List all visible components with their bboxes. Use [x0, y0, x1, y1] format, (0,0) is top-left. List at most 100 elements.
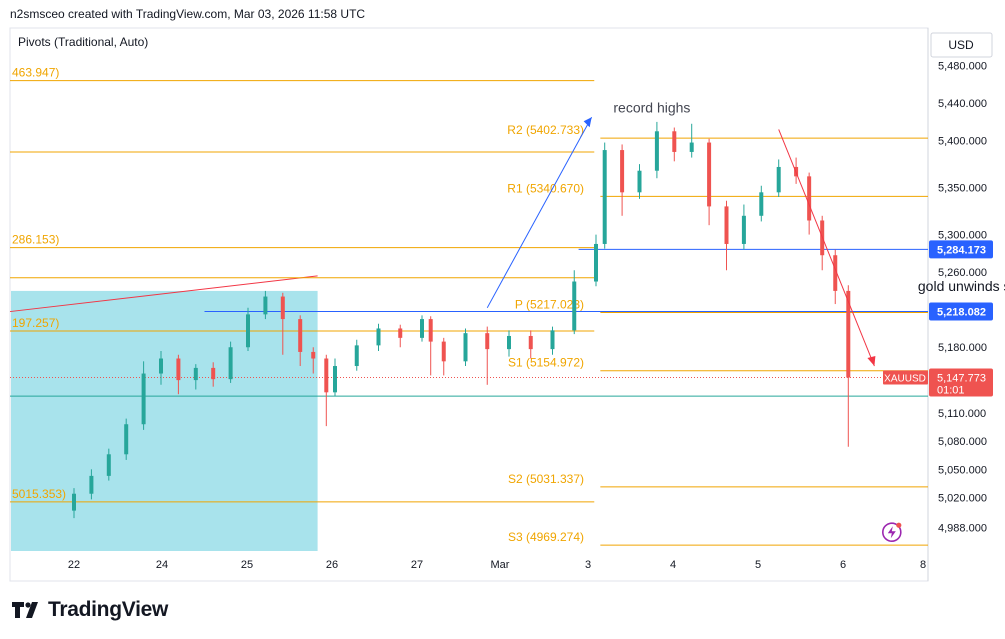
symbol-tag-bg [883, 370, 928, 385]
candle-body-5 [159, 358, 163, 374]
candle-body-30 [602, 150, 607, 244]
candle-body-8 [211, 367, 216, 380]
y-tick-10: 5,020.000 [938, 492, 987, 504]
candle-body-3 [124, 424, 129, 455]
down-arrow-head [867, 356, 876, 367]
annotation-record-highs: record highs [613, 100, 690, 116]
candle-body-26 [528, 335, 533, 350]
y-tick-1: 5,440.000 [938, 98, 987, 110]
x-tick-2: 25 [241, 559, 253, 571]
candle-body-38 [741, 215, 746, 244]
price-tag-0: 5,284.173 [937, 244, 986, 256]
symbol-tag: XAUUSD [884, 374, 926, 385]
prev-pivot-label-2: 286.153) [12, 233, 59, 247]
zone-top-edge [9, 275, 318, 313]
candle-body-4 [141, 373, 146, 425]
candle-body-22 [441, 341, 446, 362]
x-tick-6: 3 [585, 559, 591, 571]
candle-body-20 [420, 319, 424, 338]
last-price-tag-bg [929, 368, 993, 397]
candle-body-27 [550, 330, 555, 350]
candle-body-45 [846, 290, 851, 378]
x-tick-3: 26 [326, 559, 338, 571]
x-tick-10: 8 [920, 559, 926, 571]
candles [72, 121, 851, 519]
candle-body-36 [707, 142, 712, 207]
y-tick-0: 5,480.000 [938, 61, 987, 73]
candle-body-0 [72, 493, 76, 511]
candle-body-6 [176, 358, 181, 381]
prev-pivot-label-4: 197.257) [12, 316, 59, 330]
candle-body-29 [594, 243, 598, 282]
candle-body-35 [689, 142, 694, 152]
candle-body-18 [376, 328, 381, 346]
y-tick-7: 5,110.000 [938, 408, 986, 420]
countdown-tag: 01:01 [937, 385, 965, 397]
pivot-label-4: S2 (5031.337) [508, 472, 584, 486]
up-arrow-line [486, 116, 593, 309]
event-dot-icon [896, 522, 902, 528]
y-tick-6: 5,180.000 [938, 342, 987, 354]
price-tag-1: 5,218.082 [937, 306, 986, 318]
candle-body-12 [280, 296, 285, 320]
candle-body-33 [654, 131, 659, 171]
pivot-lines: 463.947) 286.153) 197.257) 5015.353) R2 (540… [10, 66, 928, 546]
price-tag-bg-1 [929, 302, 993, 321]
x-tick-5: Mar [491, 559, 510, 571]
price-tag-bg-0 [929, 240, 993, 259]
currency-badge[interactable] [930, 32, 993, 58]
x-tick-9: 6 [840, 559, 846, 571]
candle-body-9 [228, 347, 233, 380]
candle-body-2 [106, 454, 111, 476]
event-bolt-icon [887, 526, 896, 539]
consolidation-zone [11, 290, 318, 551]
candle-body-16 [333, 366, 337, 393]
x-tick-4: 27 [411, 559, 423, 571]
y-tick-11: 4,988.000 [938, 523, 987, 535]
x-tick-8: 5 [755, 559, 761, 571]
brand-name: TradingView [48, 598, 169, 621]
y-tick-8: 5,080.000 [938, 436, 987, 448]
candle-body-21 [428, 319, 433, 342]
y-tick-2: 5,400.000 [938, 136, 987, 148]
time-axis[interactable]: 22 24 25 26 27 Mar 3 4 5 6 8 [68, 559, 926, 571]
candle-body-31 [620, 150, 625, 193]
brand[interactable]: TradingView [12, 598, 168, 622]
candle-body-25 [507, 335, 511, 350]
tradingview-logo-icon [12, 602, 38, 618]
up-arrow-head [583, 117, 592, 128]
candle-body-10 [246, 314, 250, 348]
indicator-label[interactable]: Pivots (Traditional, Auto) [18, 35, 148, 49]
candle-body-17 [354, 345, 359, 367]
y-tick-5: 5,260.000 [938, 267, 987, 279]
pivot-label-5: S3 (4969.274) [508, 530, 584, 544]
candle-body-42 [807, 176, 812, 221]
pivot-label-1: R1 (5340.670) [507, 181, 584, 195]
candle-body-37 [724, 206, 729, 244]
pivot-label-0: R2 (5402.733) [507, 123, 584, 137]
candle-body-11 [263, 296, 268, 315]
prev-pivot-label-0: 463.947) [12, 66, 59, 80]
down-arrow-line [778, 129, 875, 367]
price-axis[interactable]: 5,480.000 5,440.000 5,400.000 5,350.000 5,30… [883, 61, 993, 535]
prev-pivot-label-5: 5015.353) [12, 487, 66, 501]
highlight-zone [9, 275, 318, 551]
currency-label: USD [948, 38, 974, 52]
x-tick-0: 22 [68, 559, 80, 571]
candle-body-15 [324, 358, 329, 393]
last-price-tag: 5,147.773 [937, 373, 986, 385]
candle-body-23 [463, 333, 468, 362]
y-tick-9: 5,050.000 [938, 464, 987, 476]
annotation-gold-unwinds: gold unwinds steeply [918, 278, 1005, 294]
chart-credit: n2smsceo created with TradingView.com, M… [10, 7, 366, 21]
candle-body-13 [298, 319, 303, 352]
candle-body-39 [759, 192, 764, 216]
y-tick-3: 5,350.000 [938, 183, 987, 195]
candle-body-28 [572, 281, 577, 331]
candle-body-7 [193, 367, 198, 381]
pivot-label-3: S1 (5154.972) [508, 356, 584, 370]
candle-body-34 [672, 131, 677, 152]
candle-body-32 [637, 170, 642, 193]
candle-body-40 [776, 166, 781, 193]
